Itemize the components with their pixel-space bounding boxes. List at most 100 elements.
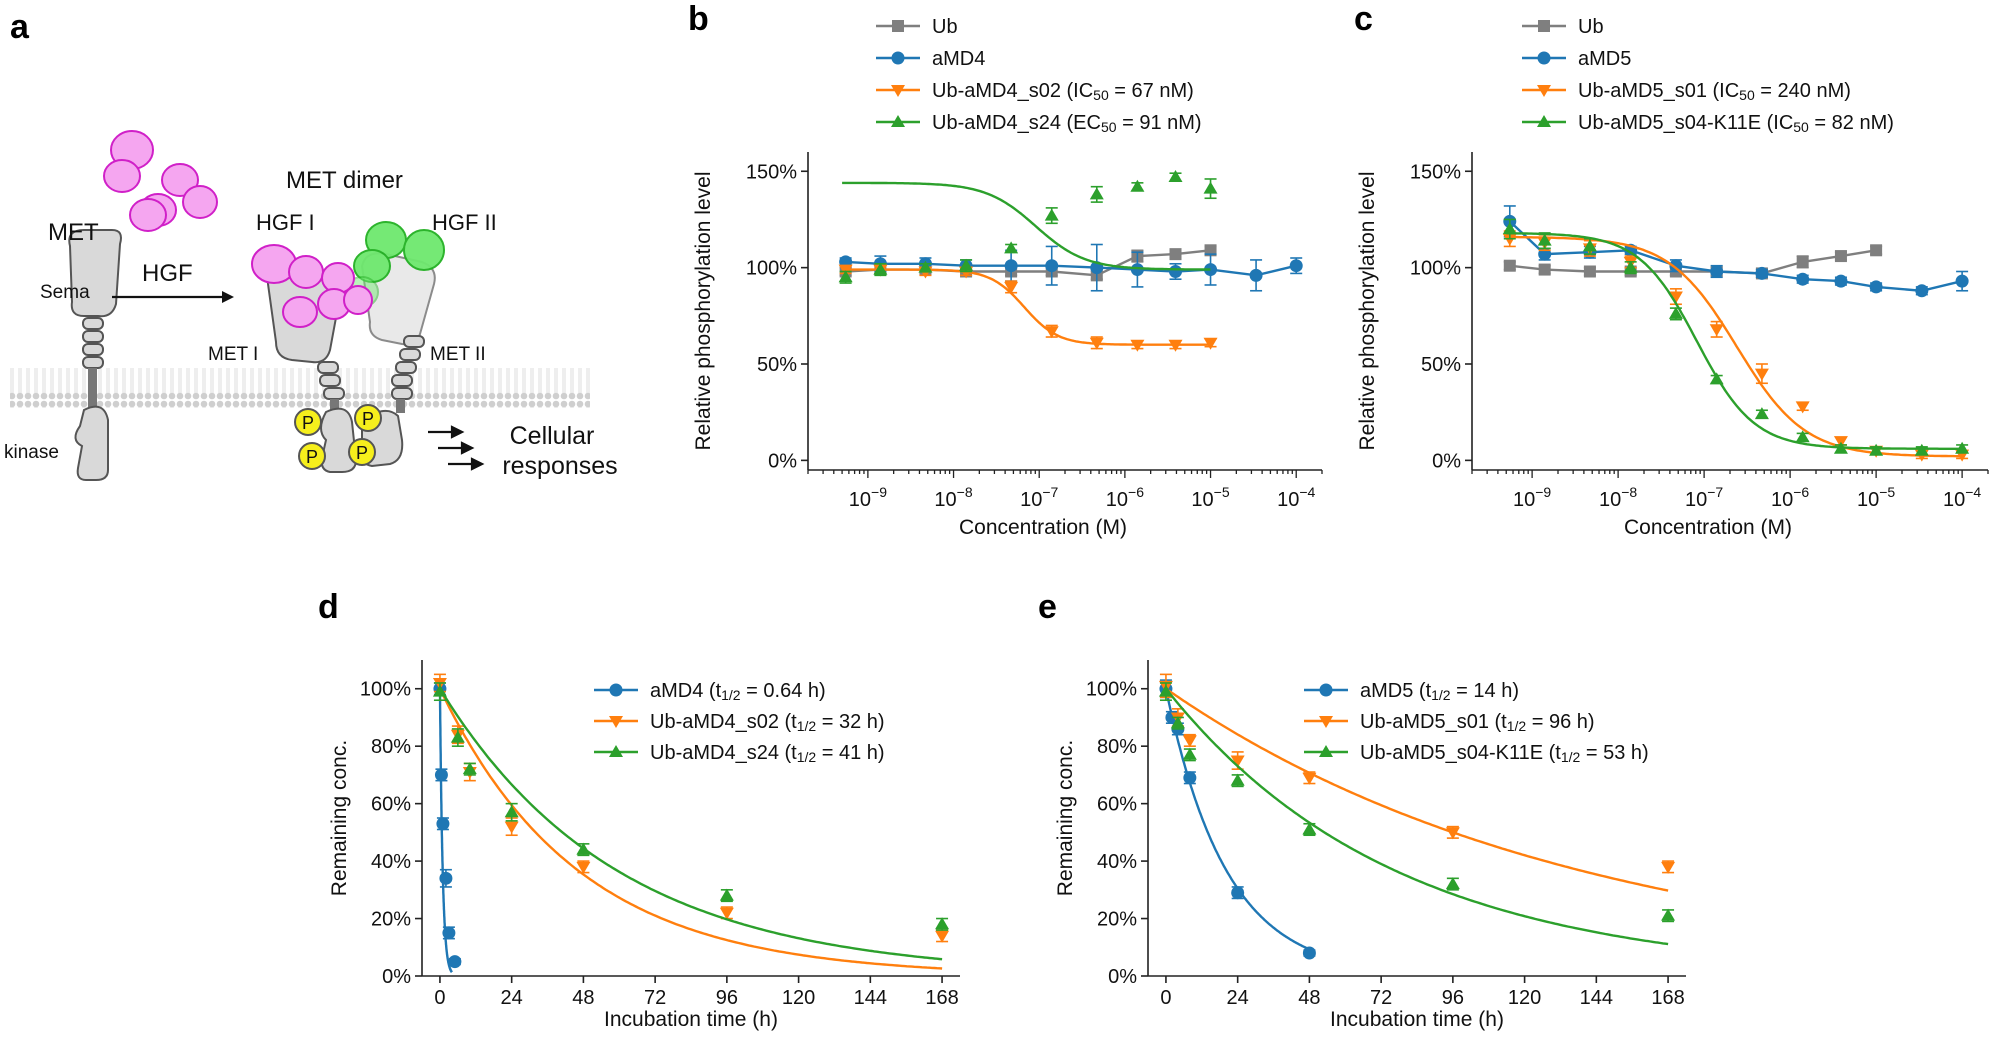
data-point: [1130, 263, 1144, 277]
legend-marker: [1537, 115, 1551, 127]
sema-label: Sema: [40, 282, 90, 303]
fit-curve: [1165, 687, 1669, 892]
x-tick-label: 10−6: [1106, 484, 1144, 511]
legend-entry: aMD4: [932, 48, 985, 70]
panel-letter-a: a: [10, 8, 29, 46]
data-point: [1710, 264, 1724, 278]
data-point: [918, 260, 933, 273]
legend-entry: Ub-aMD5_s01 (IC50 = 240 nM): [1578, 80, 1851, 103]
data-point: [1583, 265, 1596, 278]
legend-entry: Ub-aMD5_s04-K11E (t1/2 = 53 h): [1360, 742, 1649, 765]
y-tick-label: 60%: [371, 794, 411, 816]
data-point: [1045, 259, 1059, 273]
data-point: [1915, 284, 1929, 298]
x-tick-label: 10−8: [934, 484, 972, 511]
x-tick-label: 24: [1227, 987, 1249, 1009]
series-line: [1508, 220, 1963, 293]
y-tick-label: 100%: [746, 258, 797, 280]
cellular-responses-line1: Cellular: [510, 422, 595, 450]
data-point: [439, 871, 453, 885]
data-point: [935, 917, 950, 930]
svg-text:P: P: [356, 443, 368, 463]
met-schematic: MET Sema kinase HGF MET dimer: [4, 130, 618, 481]
x-tick-label: 10−7: [1685, 484, 1723, 511]
x-tick-label: 24: [501, 987, 523, 1009]
data-point: [1538, 263, 1551, 276]
data-point: [1445, 827, 1460, 840]
legend-entry: Ub: [932, 16, 958, 38]
met-i-label: MET I: [208, 344, 258, 365]
x-axis-label: Concentration (M): [959, 516, 1127, 539]
hgf-i-label: HGF I: [256, 210, 315, 235]
legend-marker: [609, 716, 623, 728]
data-point: [1668, 291, 1683, 304]
data-point: [1230, 773, 1245, 786]
y-tick-label: 150%: [746, 161, 797, 183]
data-point: [1754, 368, 1769, 381]
data-point: [436, 817, 450, 831]
fit-curve: [842, 268, 1211, 346]
data-point: [1914, 443, 1929, 456]
met-monomer: [68, 229, 122, 481]
x-tick-label: 10−8: [1599, 484, 1637, 511]
data-point: [1183, 771, 1197, 785]
legend-marker: [1319, 716, 1333, 728]
data-point: [1004, 241, 1019, 254]
x-tick-label: 10−9: [849, 484, 887, 511]
y-tick-label: 40%: [371, 851, 411, 873]
y-tick-label: 0%: [1432, 450, 1461, 472]
x-axis-label: Concentration (M): [1624, 516, 1792, 539]
fit-curve: [438, 688, 943, 961]
y-tick-label: 40%: [1097, 851, 1137, 873]
data-point: [1795, 430, 1810, 443]
series-b-2: [838, 264, 1218, 352]
x-tick-label: 96: [716, 987, 738, 1009]
data-point: [1204, 244, 1217, 257]
fit-curve: [438, 688, 453, 974]
y-tick-label: 100%: [360, 679, 411, 701]
fit-curve: [1164, 688, 1310, 951]
x-tick-label: 10−6: [1771, 484, 1809, 511]
data-point: [1182, 735, 1197, 748]
data-point: [1089, 187, 1104, 200]
data-point: [1955, 441, 1970, 454]
legend-entry: Ub-aMD5_s01 (t1/2 = 96 h): [1360, 711, 1595, 734]
data-point: [1754, 407, 1769, 420]
data-point: [1834, 250, 1847, 263]
x-tick-label: 10−9: [1513, 484, 1551, 511]
data-point: [1168, 170, 1183, 183]
data-point: [1168, 339, 1183, 352]
data-point: [1231, 886, 1245, 900]
phospho-sites: P P P P: [294, 404, 382, 470]
y-axis-label: Relative phosphorylation level: [692, 172, 715, 451]
legend-marker: [891, 115, 905, 127]
data-point: [1203, 337, 1218, 350]
legend-marker: [1319, 683, 1333, 697]
x-tick-label: 48: [1298, 987, 1320, 1009]
legend-marker: [609, 683, 623, 697]
y-tick-label: 0%: [1108, 966, 1137, 988]
series-b-1: [839, 243, 1303, 292]
data-point: [1869, 443, 1884, 456]
data-point: [935, 930, 950, 943]
legend-marker: [1537, 85, 1551, 97]
data-point: [1004, 281, 1019, 294]
data-point: [1302, 822, 1317, 835]
panel-letter-b: b: [688, 0, 709, 38]
series-b-3: [838, 170, 1218, 284]
series-e-0: [1159, 679, 1316, 960]
data-point: [504, 805, 519, 818]
y-axis-label: Remaining conc.: [1054, 740, 1077, 896]
x-tick-label: 72: [644, 987, 666, 1009]
series-line: [1509, 249, 1877, 275]
panel-letter-d: d: [318, 588, 339, 626]
cell-membrane: [10, 368, 590, 408]
x-axis-label: Incubation time (h): [1330, 1008, 1504, 1031]
data-point: [1796, 255, 1809, 268]
data-point: [1169, 248, 1182, 261]
legend-entry: aMD5: [1578, 48, 1631, 70]
data-point: [504, 821, 519, 834]
met-ii-label: MET II: [430, 344, 486, 365]
y-tick-label: 20%: [371, 909, 411, 931]
legend-entry: Ub-aMD5_s04-K11E (IC50 = 82 nM): [1578, 112, 1894, 135]
